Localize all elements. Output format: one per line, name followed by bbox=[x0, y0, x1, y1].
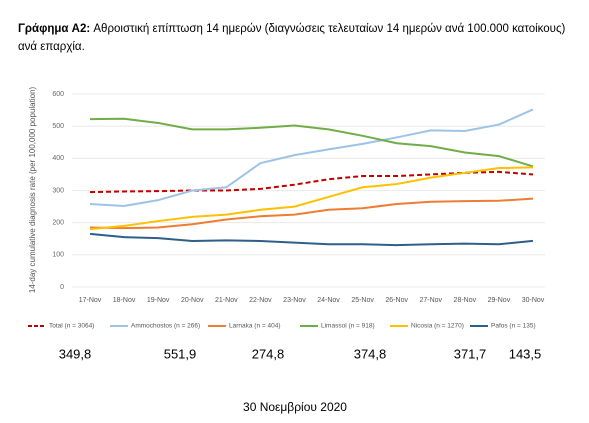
legend-label: Ammochostos (n = 266) bbox=[131, 323, 200, 330]
y-tick-label: 300 bbox=[52, 187, 64, 194]
legend-label: Limassol (n = 918) bbox=[321, 323, 375, 330]
x-tick-label: 27-Nov bbox=[419, 297, 442, 304]
x-tick-label: 19-Nov bbox=[147, 297, 170, 304]
y-tick-label: 600 bbox=[52, 91, 64, 98]
x-tick-label: 24-Nov bbox=[317, 297, 340, 304]
series-line bbox=[89, 197, 534, 230]
series-line bbox=[89, 232, 534, 247]
series-line bbox=[89, 117, 534, 168]
x-tick-label: 30-Nov bbox=[522, 297, 545, 304]
footer-value: 274,8 bbox=[252, 346, 285, 361]
y-tick-label: 200 bbox=[52, 220, 64, 227]
footer-value: 371,7 bbox=[454, 346, 487, 361]
footer-value: 551,9 bbox=[164, 346, 197, 361]
x-tick-label: 28-Nov bbox=[454, 297, 477, 304]
x-tick-label: 17-Nov bbox=[79, 297, 102, 304]
series-line bbox=[89, 170, 534, 194]
date: 30 Νοεμβρίου 2020 bbox=[243, 400, 347, 414]
x-tick-label: 29-Nov bbox=[488, 297, 511, 304]
series-line bbox=[89, 166, 534, 231]
y-tick-label: 100 bbox=[52, 252, 64, 259]
x-tick-label: 25-Nov bbox=[351, 297, 374, 304]
x-tick-label: 20-Nov bbox=[181, 297, 204, 304]
x-tick-label: 23-Nov bbox=[283, 297, 306, 304]
footer-value: 374,8 bbox=[354, 346, 387, 361]
y-axis-label: 14-day cumulative diagnosis rate (per 10… bbox=[28, 86, 37, 293]
legend-label: Larnaka (n = 404) bbox=[229, 323, 281, 330]
footer-value: 349,8 bbox=[59, 346, 92, 361]
title-prefix: Γράφημα A2: bbox=[18, 23, 91, 35]
chart-title: Γράφημα A2: Αθροιστική επίπτωση 14 ημερώ… bbox=[18, 20, 578, 56]
y-tick-label: 400 bbox=[52, 155, 64, 162]
x-tick-label: 22-Nov bbox=[249, 297, 272, 304]
x-tick-label: 26-Nov bbox=[385, 297, 408, 304]
legend-label: Total (n = 3064) bbox=[49, 323, 94, 330]
x-tick-label: 18-Nov bbox=[113, 297, 136, 304]
y-tick-label: 0 bbox=[60, 284, 64, 291]
legend-label: Pafos (n = 135) bbox=[491, 323, 536, 330]
footer-value: 143,5 bbox=[509, 346, 542, 361]
series-line bbox=[89, 108, 534, 207]
legend-label: Nicosia (n = 1270) bbox=[411, 323, 464, 330]
title-text: Αθροιστική επίπτωση 14 ημερών (διαγνώσει… bbox=[18, 23, 566, 53]
y-tick-label: 500 bbox=[52, 123, 64, 130]
x-tick-label: 21-Nov bbox=[215, 297, 238, 304]
